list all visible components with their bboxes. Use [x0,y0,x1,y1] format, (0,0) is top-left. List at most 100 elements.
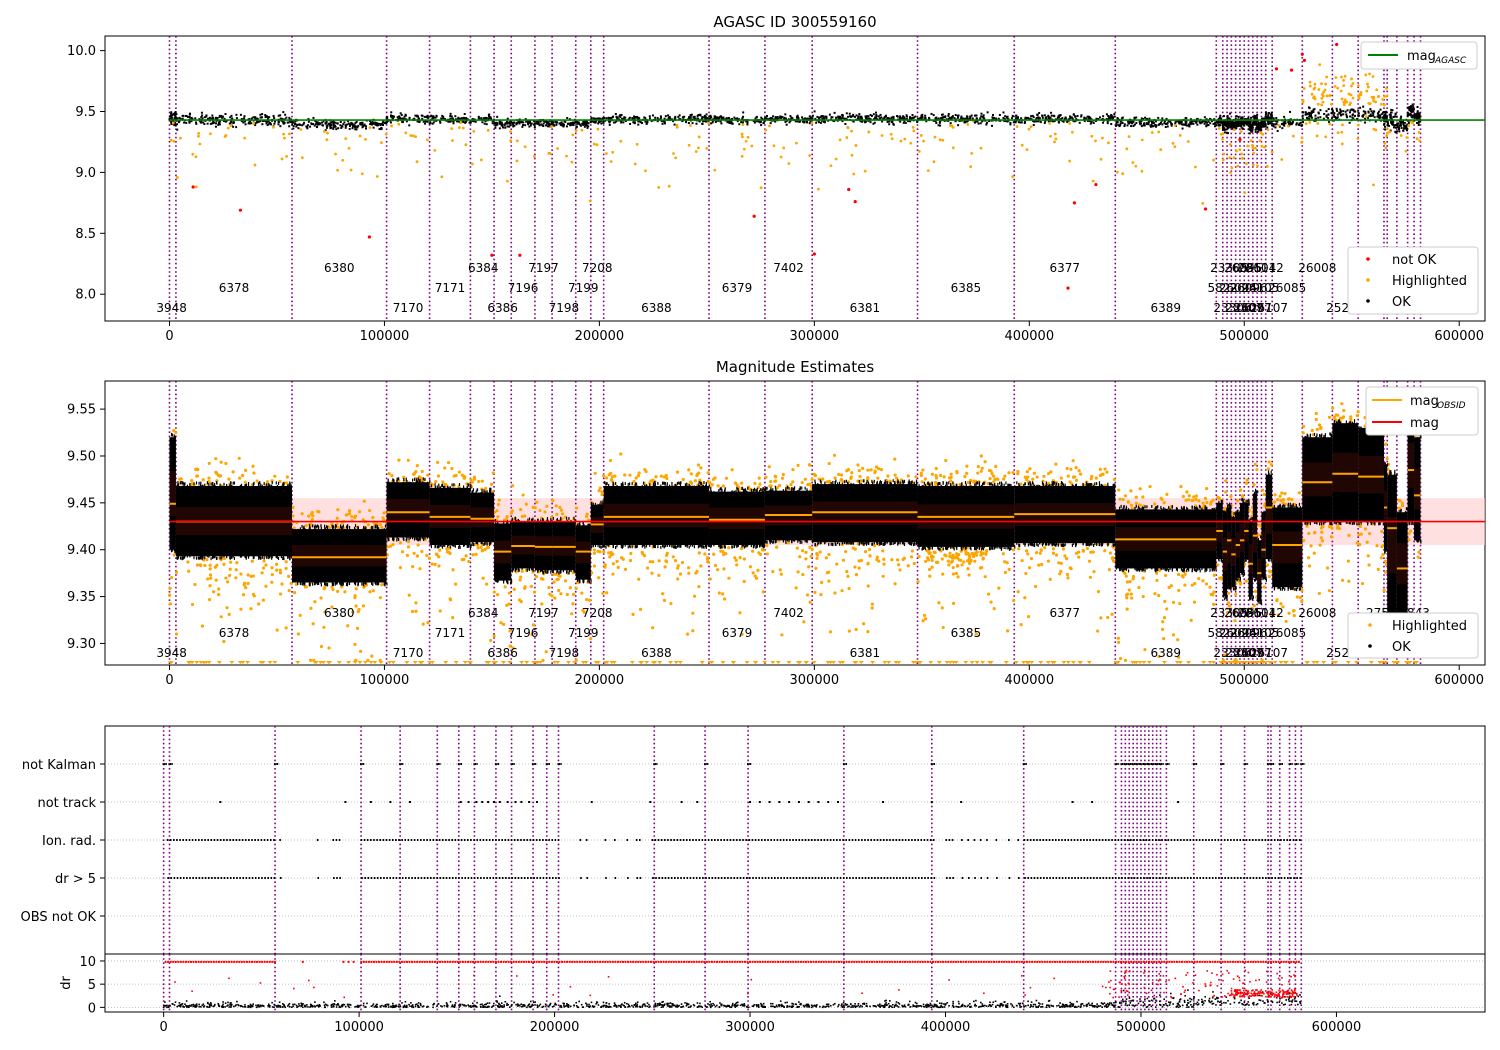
ok-point [484,120,487,123]
highlighted-point [1322,90,1325,94]
highlighted-point [854,627,858,632]
ok-point [567,122,570,125]
ok-point [802,120,805,123]
ok-point [899,115,902,118]
ok-point [382,124,385,127]
y-tick-label: 9.55 [67,403,96,418]
highlighted-point [1100,136,1104,140]
ok-point [501,126,504,129]
highlighted-point [989,469,993,473]
highlighted-point [406,458,410,462]
ok-point [291,121,294,124]
ok-point [235,117,238,120]
highlighted-point [613,474,617,478]
highlighted-point [341,158,345,162]
highlighted-point [724,476,729,480]
ok-point [873,121,876,124]
ok-point [730,122,733,125]
highlighted-point [941,625,945,630]
ok-point [173,117,176,120]
highlighted-point [722,597,727,601]
highlighted-point [553,596,557,600]
highlighted-point [1356,84,1360,88]
highlighted-point [980,466,984,470]
ok-point [1242,123,1245,126]
highlighted-point [287,574,291,578]
highlighted-point [1351,82,1355,85]
ok-point [1402,121,1405,124]
ok-point [857,117,860,120]
highlighted-point [397,458,401,462]
ok-point [228,122,231,125]
ok-point [188,116,191,119]
highlighted-point [1177,588,1181,593]
ok-point [223,117,226,120]
ok-point [905,115,908,118]
ok-point [1247,123,1250,126]
ok-point [518,120,521,123]
highlighted-point [974,632,978,636]
ok-point [887,117,890,120]
ok-point [974,120,977,123]
highlighted-point [933,480,938,485]
ok-point [1235,122,1238,125]
highlighted-point [1019,482,1023,486]
ok-point [753,121,756,124]
highlighted-point [476,546,480,550]
ok-point [1268,116,1271,119]
ok-point [254,124,257,127]
highlighted-point [1046,559,1051,563]
highlighted-point [1259,131,1263,135]
highlighted-point [460,558,464,562]
highlighted-point [1245,478,1249,482]
ok-point [1240,125,1243,128]
clipped-highlighted-marker [1141,661,1147,664]
highlighted-point [847,586,851,591]
highlighted-point [699,466,703,470]
ok-point [362,124,365,127]
ok-point [444,118,447,121]
highlighted-point [810,547,814,552]
ok-point [1317,112,1320,115]
highlighted-point [1341,123,1344,127]
highlighted-point [761,548,765,552]
highlighted-point [1204,487,1209,491]
ok-point [835,116,838,119]
highlighted-point [193,582,197,587]
ok-point [1184,120,1187,123]
highlighted-point [1211,593,1215,597]
highlighted-point [1385,86,1388,90]
ok-point [1130,122,1133,125]
ok-point [711,121,714,124]
highlighted-point [1126,592,1130,596]
ok-point [309,125,312,128]
ok-point [352,124,355,127]
highlighted-point [580,591,584,595]
ok-point [986,121,989,124]
ok-point [664,115,667,118]
highlighted-point [898,568,902,572]
highlighted-point [611,572,615,576]
ok-point [561,122,564,125]
highlighted-point [1061,547,1066,551]
not-ok-point [1300,52,1304,56]
highlighted-point [1290,497,1294,502]
highlighted-point [814,566,818,570]
ok-point [377,124,380,127]
ok-point [355,128,358,131]
highlighted-point [509,511,514,515]
clipped-highlighted-marker [928,661,934,664]
highlighted-point [592,142,596,146]
ok-point [1256,130,1259,133]
highlighted-point [278,571,283,575]
highlighted-point [1321,94,1325,98]
clipped-highlighted-marker [980,661,986,664]
ok-point [398,115,401,118]
highlighted-point [876,476,880,480]
highlighted-point [343,590,347,594]
highlighted-point [385,545,390,549]
highlighted-point [375,175,379,178]
ok-point [908,120,911,123]
ok-point [405,120,408,123]
highlighted-point [722,567,726,571]
